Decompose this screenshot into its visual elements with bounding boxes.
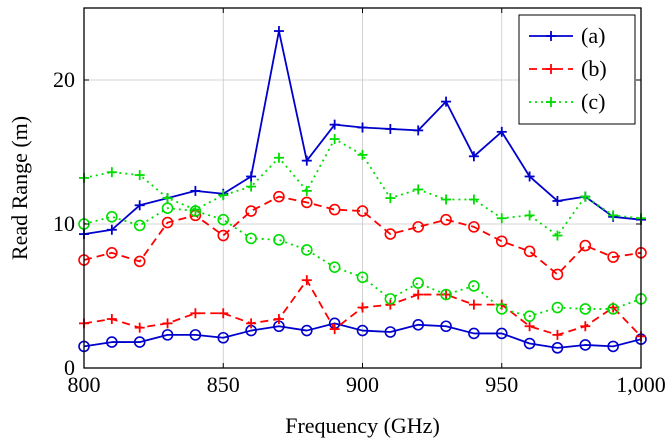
- y-axis-title: Read Range (m): [7, 116, 32, 260]
- circle-marker: [495, 303, 508, 315]
- circle-marker: [440, 213, 452, 226]
- legend-label: (c): [581, 89, 605, 114]
- circle-marker: [412, 221, 425, 233]
- circle-marker: [384, 326, 397, 338]
- circle-marker: [133, 255, 146, 268]
- legend-label: (a): [581, 23, 605, 48]
- legend-box: [518, 14, 636, 125]
- series-c-circle: [78, 202, 647, 322]
- circle-marker: [273, 190, 285, 203]
- circle-marker: [106, 247, 118, 259]
- circle-marker: [551, 268, 564, 281]
- circle-marker: [495, 235, 508, 248]
- circle-marker: [579, 239, 592, 252]
- circle-marker: [356, 271, 369, 284]
- circle-marker: [133, 336, 146, 348]
- legend-entry: (c): [529, 89, 605, 114]
- series-line: [83, 207, 642, 318]
- circle-marker: [273, 234, 285, 246]
- circle-marker: [300, 196, 313, 209]
- series-b-plus: [79, 275, 646, 342]
- legend-entry: (a): [529, 23, 605, 48]
- circle-marker: [356, 205, 369, 217]
- circle-marker: [607, 303, 619, 315]
- x-tick-label: 850: [207, 372, 240, 397]
- circle-marker: [468, 221, 480, 233]
- legend-label: (b): [581, 56, 607, 81]
- circle-marker: [523, 337, 536, 350]
- circle-marker: [356, 324, 369, 337]
- series-line: [83, 138, 642, 237]
- circle-marker: [412, 277, 425, 289]
- series-b-circle: [78, 190, 647, 281]
- ticks: 800 850 900 950 1,000 0 10 20: [53, 8, 666, 397]
- circle-marker: [328, 203, 341, 216]
- series-layer: [78, 26, 647, 354]
- circle-marker: [300, 324, 313, 337]
- x-tick-label: 1,000: [616, 372, 666, 397]
- circle-marker: [579, 339, 592, 351]
- y-tick-label: 20: [53, 67, 75, 92]
- circle-marker: [245, 232, 257, 245]
- circle-marker: [607, 340, 619, 353]
- series-a-circle: [78, 317, 647, 354]
- y-tick-label: 10: [53, 211, 75, 236]
- circle-marker: [133, 219, 146, 232]
- circle-marker: [161, 329, 174, 341]
- x-tick-label: 900: [346, 372, 379, 397]
- circle-marker: [217, 331, 230, 344]
- x-tick-label: 800: [68, 372, 101, 397]
- circle-marker: [217, 229, 230, 242]
- circle-marker: [468, 327, 480, 340]
- circle-marker: [384, 293, 397, 305]
- circle-marker: [189, 205, 202, 217]
- circle-marker: [328, 261, 341, 274]
- circle-marker: [106, 336, 118, 348]
- circle-marker: [495, 327, 508, 340]
- circle-marker: [468, 280, 480, 292]
- circle-marker: [161, 202, 174, 214]
- circle-marker: [607, 251, 619, 263]
- circle-marker: [440, 288, 452, 301]
- circle-marker: [551, 301, 564, 314]
- x-axis-title: Frequency (GHz): [285, 413, 440, 438]
- circle-marker: [245, 205, 257, 217]
- circle-marker: [551, 342, 564, 354]
- circle-marker: [300, 244, 313, 256]
- legend: (a) (b) (c): [518, 14, 636, 125]
- circle-marker: [523, 310, 536, 322]
- circle-marker: [189, 329, 202, 341]
- circle-marker: [384, 228, 397, 240]
- circle-marker: [106, 211, 118, 223]
- x-tick-label: 950: [485, 372, 518, 397]
- legend-entry: (b): [529, 56, 607, 81]
- circle-marker: [217, 213, 230, 226]
- series-a-plus: [79, 26, 646, 240]
- circle-marker: [161, 216, 174, 229]
- circle-marker: [412, 318, 425, 331]
- circle-marker: [440, 320, 452, 333]
- circle-marker: [523, 245, 536, 258]
- y-tick-label: 0: [64, 355, 75, 380]
- series-c-plus: [79, 134, 646, 241]
- circle-marker: [579, 303, 592, 315]
- series-line: [83, 322, 642, 349]
